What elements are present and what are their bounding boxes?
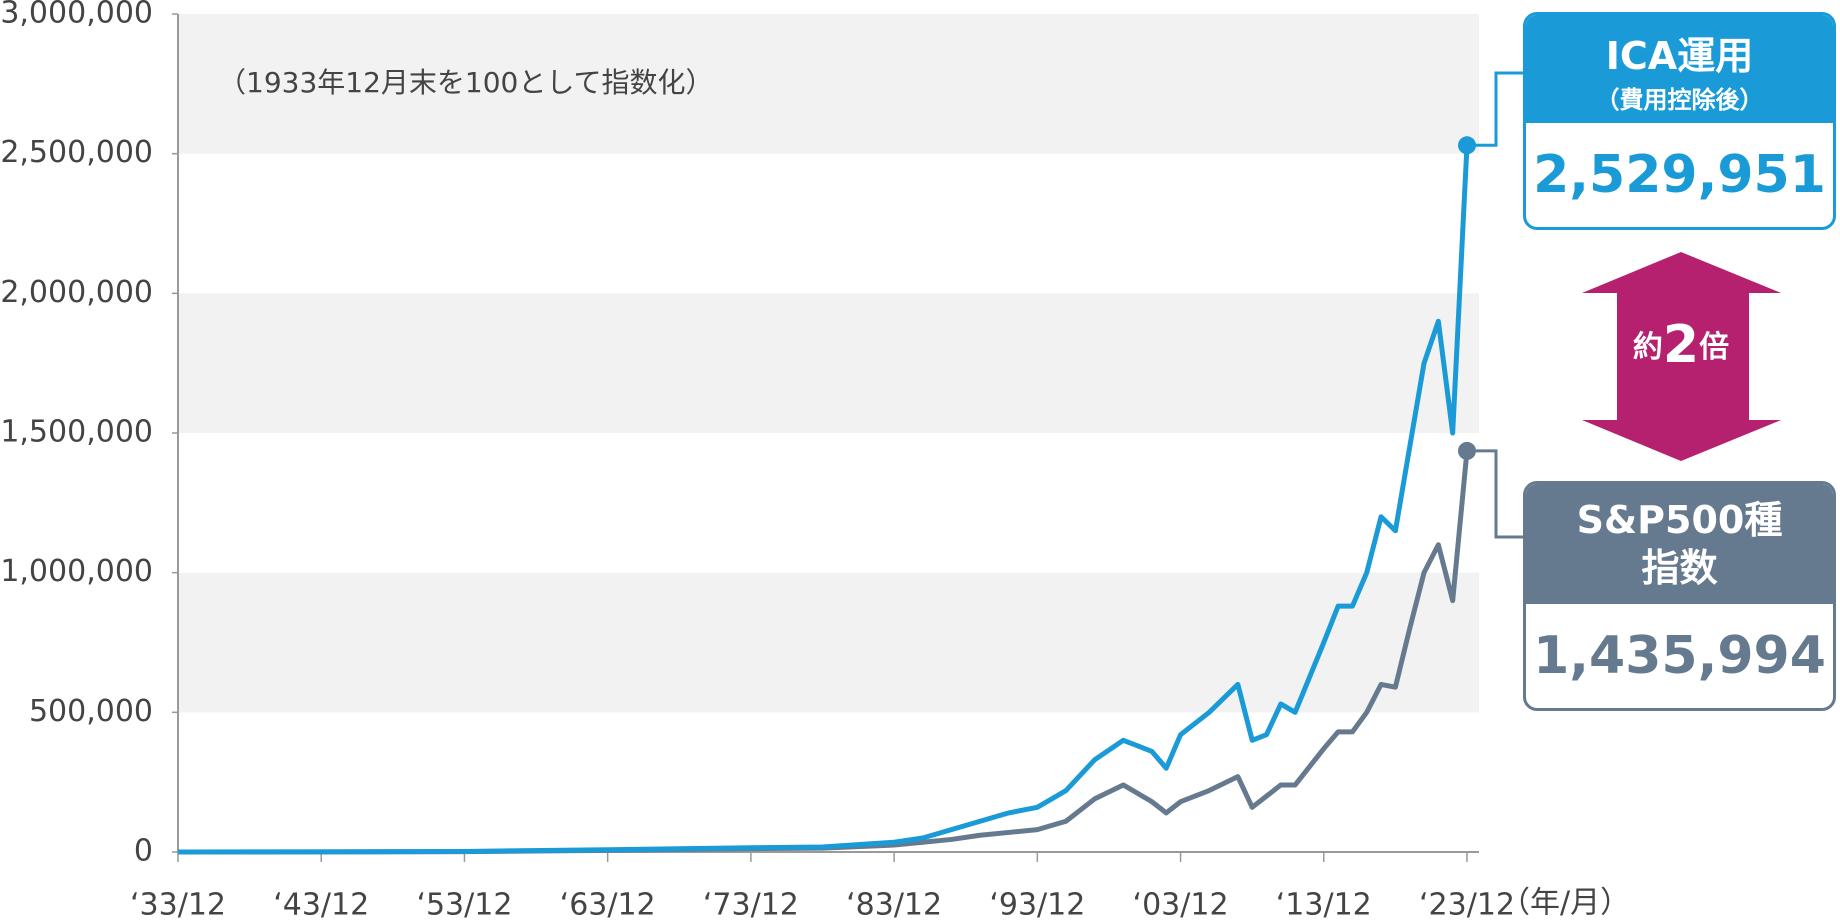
- x-tick-label: ‘73/12: [703, 888, 799, 923]
- x-tick-label: ‘33/12: [130, 888, 226, 923]
- x-tick-label: ‘63/12: [560, 888, 656, 923]
- y-tick-label: 2,500,000: [0, 135, 153, 170]
- x-tick-label: ‘43/12: [273, 888, 369, 923]
- x-tick-label: ‘23/12: [1419, 888, 1515, 923]
- chart-note: （1933年12月末を100として指数化）: [218, 66, 714, 99]
- series-name: S&P500種指数: [1576, 498, 1783, 590]
- connector: [1467, 71, 1523, 147]
- y-tick-label: 1,000,000: [0, 554, 153, 589]
- ratio-suffix: 倍: [1699, 330, 1729, 365]
- series-name: ICA運用: [1605, 34, 1754, 78]
- end-dot: [1458, 136, 1476, 155]
- ratio-prefix: 約: [1633, 330, 1663, 365]
- grid-band: [178, 572, 1479, 713]
- plot: 0 500,000 1,000,000 1,500,000 2,000,000 2,500…: [0, 0, 1781, 923]
- series-line: [177, 145, 1470, 855]
- x-tick-label: ‘93/12: [989, 888, 1085, 923]
- series-subname: （費用控除後）: [1595, 86, 1764, 114]
- y-tick-label: 500,000: [29, 694, 153, 729]
- y-tick-label: 0: [134, 834, 153, 869]
- y-tick-label: 1,500,000: [0, 415, 153, 450]
- end-value: 1,435,994: [1533, 626, 1826, 686]
- x-tick-label: ‘03/12: [1133, 888, 1229, 923]
- x-tick-label: ‘53/12: [416, 888, 512, 923]
- y-tick-label: 3,000,000: [0, 0, 153, 31]
- x-axis-unit: （年/月）: [1500, 886, 1630, 921]
- end-value: 2,529,951: [1533, 145, 1826, 205]
- series-line: [177, 450, 1470, 855]
- ratio-arrow: [1582, 252, 1781, 461]
- ica-callout: ICA運用 （費用控除後） 2,529,951: [1523, 12, 1836, 230]
- connector: [1467, 449, 1523, 539]
- ratio-label: 約2倍: [1633, 315, 1729, 375]
- x-tick-label: ‘83/12: [846, 888, 942, 923]
- ratio-number: 2: [1663, 315, 1699, 375]
- grid-band: [178, 293, 1479, 433]
- sp-callout: S&P500種指数 1,435,994: [1523, 481, 1836, 711]
- x-tick-label: ‘13/12: [1276, 888, 1372, 923]
- y-tick-label: 2,000,000: [0, 275, 153, 310]
- end-dot: [1458, 441, 1476, 460]
- grid-band: [178, 14, 1479, 154]
